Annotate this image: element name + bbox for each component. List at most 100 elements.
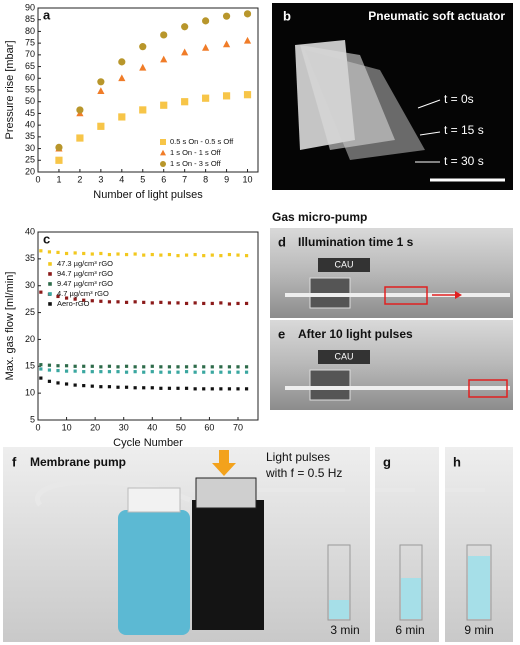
point <box>181 23 189 31</box>
point <box>39 290 43 294</box>
point <box>116 365 120 369</box>
panel-label: g <box>383 454 391 469</box>
point <box>76 106 84 114</box>
point <box>39 363 43 367</box>
y-tick-label: 80 <box>25 26 35 36</box>
cuvette <box>399 544 423 621</box>
time-label: t = 0s <box>444 92 474 106</box>
legend-label: 1 s On - 1 s Off <box>170 148 222 157</box>
y-tick-label: 15 <box>25 361 35 371</box>
legend-label: 4.7 µg/cm³ rGO <box>57 289 109 298</box>
point <box>202 254 206 258</box>
legend-marker <box>48 292 52 296</box>
point <box>76 134 84 142</box>
point <box>90 370 94 374</box>
point <box>193 252 197 257</box>
point <box>90 299 94 303</box>
point <box>97 122 105 130</box>
y-tick-label: 65 <box>25 61 35 71</box>
y-tick-label: 25 <box>25 155 35 165</box>
legend-marker <box>48 262 52 266</box>
point <box>202 301 206 306</box>
point <box>118 113 126 121</box>
point <box>133 365 137 369</box>
point <box>202 365 206 369</box>
point <box>222 40 231 48</box>
point <box>99 299 103 303</box>
y-tick-label: 40 <box>25 120 35 130</box>
point <box>150 301 154 305</box>
point <box>107 252 112 257</box>
point <box>236 365 240 369</box>
time-label: 9 min <box>464 623 493 637</box>
point <box>107 364 112 368</box>
point <box>244 365 249 369</box>
point <box>39 367 43 371</box>
point <box>142 253 146 257</box>
x-tick-label: 30 <box>119 422 129 432</box>
legend-marker <box>160 139 166 145</box>
point <box>176 301 180 305</box>
point <box>236 301 240 306</box>
point <box>97 78 105 86</box>
panel-label: f <box>12 454 17 469</box>
y-tick-label: 30 <box>25 280 35 290</box>
point <box>124 385 129 389</box>
point <box>227 252 232 257</box>
point <box>142 370 146 374</box>
point <box>82 251 86 256</box>
legend-label: 9.47 µg/cm³ rGO <box>57 279 113 288</box>
point <box>90 384 94 388</box>
point <box>244 254 249 258</box>
logo: CAU <box>334 259 353 269</box>
point <box>82 298 86 302</box>
point <box>160 31 168 39</box>
point <box>142 365 146 369</box>
y-tick-label: 45 <box>25 108 35 118</box>
point <box>107 385 112 389</box>
point <box>118 58 126 66</box>
point <box>243 10 252 18</box>
point <box>236 370 240 374</box>
point <box>99 370 103 374</box>
panel-label: b <box>283 8 291 23</box>
point <box>124 252 129 257</box>
point <box>139 106 147 114</box>
point <box>167 301 172 305</box>
x-tick-label: 3 <box>98 174 103 184</box>
x-tick-label: 2 <box>77 174 82 184</box>
x-tick-label: 10 <box>243 174 253 184</box>
time-label: 6 min <box>395 623 424 637</box>
legend-marker <box>160 161 166 167</box>
point <box>181 98 189 106</box>
point <box>142 300 146 304</box>
point <box>56 381 60 385</box>
point <box>90 252 94 256</box>
point <box>56 368 60 373</box>
point <box>210 365 214 369</box>
point <box>176 365 180 369</box>
y-tick-label: 40 <box>25 226 35 236</box>
point <box>236 253 240 257</box>
section-title: Gas micro-pump <box>272 210 367 224</box>
point <box>236 387 240 391</box>
y-axis-label: Pressure rise [mbar] <box>4 40 16 139</box>
x-tick-label: 9 <box>224 174 229 184</box>
legend-label: 94.7 µg/cm³ rGO <box>57 269 113 278</box>
plot-frame <box>37 231 259 421</box>
time-label: t = 30 s <box>444 154 484 168</box>
legend-label: 47.3 µg/cm³ rGO <box>57 259 113 268</box>
point <box>219 301 223 305</box>
point <box>47 250 52 254</box>
point <box>243 36 252 44</box>
point <box>219 254 223 258</box>
panel-title: Illumination time 1 s <box>298 235 414 249</box>
legend-marker <box>160 149 166 156</box>
cuvette <box>466 544 492 621</box>
logo: CAU <box>334 351 353 361</box>
point <box>56 294 60 299</box>
x-tick-label: 7 <box>182 174 187 184</box>
point <box>99 365 103 369</box>
point <box>139 43 147 51</box>
